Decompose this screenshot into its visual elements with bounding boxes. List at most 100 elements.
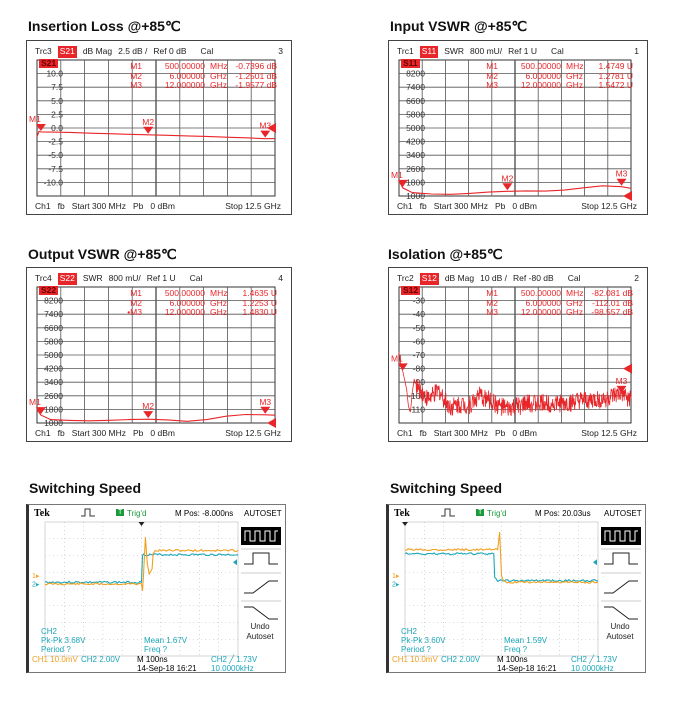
vna-header: Trc2 S12 dB Mag 10 dB / Ref -80 dB Cal 2 [397, 273, 639, 285]
marker-unit: MHz [210, 61, 228, 71]
isolation-plot: -30 -40 -50 -60 -70 -80 -90 -100 -110 M1 M3 Trc2 S… [388, 267, 648, 442]
marker-point-label: M1 [391, 353, 403, 363]
marker-freq: 500.00000 [164, 61, 205, 71]
pb-label: Pb [133, 201, 144, 211]
freq-value: Freq ? [144, 645, 168, 654]
m-position: M Pos: -8.000ns [175, 509, 234, 518]
marker-row: M3 12.000000 GHz -1.9577 dB [122, 80, 277, 91]
marker-row: M1 500.00000 MHz -82.081 dB [478, 288, 633, 299]
timebase: M 100ns [137, 655, 168, 664]
y-tick-label: 8200 [406, 69, 425, 79]
marker-label: M3 [486, 307, 498, 317]
rising-edge-option-icon[interactable] [604, 580, 638, 594]
ch2-waveform [44, 553, 239, 584]
square-wave-option-icon[interactable] [601, 527, 641, 545]
start-freq: Start 300 MHz [433, 428, 489, 438]
y-tick-label: 3400 [406, 150, 425, 160]
ch2-scale: CH2 2.00V [441, 655, 481, 664]
scope-graticule: 1▸2▸ [32, 521, 239, 657]
y-tick-label: -40 [413, 309, 426, 319]
ch1-scale: CH1 10.0mV [32, 655, 78, 664]
date-time: 14-Sep-18 16:21 [497, 664, 557, 673]
undo-autoset-button[interactable]: Undo Autoset [239, 622, 281, 642]
marker-freq: 12.000000 [164, 80, 205, 90]
y-tick-label: -50 [413, 323, 426, 333]
marker-table: M1 500.00000 MHz 1.4635 U M2 6.000000 GHz 1.22… [122, 288, 278, 318]
s-parameter: S12 [419, 273, 439, 285]
single-pulse-option-icon[interactable] [244, 552, 278, 565]
ch2-ground-marker-icon: 2▸ [32, 581, 40, 588]
power-label: 0 dBm [150, 201, 175, 211]
period-value: Period ? [401, 645, 431, 654]
marker-triangle-icon[interactable] [143, 411, 154, 419]
marker-triangle-icon[interactable] [616, 385, 627, 393]
marker-triangle-icon[interactable] [502, 183, 513, 191]
scale-label: 2.5 dB / [118, 46, 148, 56]
measurements-left: CH2 Pk-Pk 3.68V Period ? [41, 627, 85, 654]
meas-channel: CH2 [401, 627, 418, 636]
vna-footer: Ch1 fb Start 300 MHz Pb 0 dBm Stop 12.5 … [35, 428, 281, 438]
y-tick-label: -10.0 [44, 177, 64, 187]
ch1-scale: CH1 10.0mV [392, 655, 438, 664]
marker-row: M3 12.000000 GHz 1.5472 U [478, 80, 633, 91]
trace-badge: S21 [39, 58, 59, 68]
trigger-status-icon: T [116, 509, 125, 516]
marker-label: M1 [486, 288, 498, 298]
marker-row: M3 12.000000 GHz -98.557 dB [478, 307, 633, 318]
mean-value: Mean 1.67V [144, 636, 188, 645]
scale-label: 800 mU/ [470, 46, 503, 56]
trigger-position-icon [138, 522, 145, 526]
marker-value: -112.01 dB [592, 297, 633, 308]
rising-edge-option-icon[interactable] [244, 580, 278, 594]
ref-label: Ref -80 dB [513, 273, 554, 283]
marker-triangle-icon[interactable] [260, 130, 271, 138]
single-pulse-option-icon[interactable] [604, 552, 638, 565]
marker-triangle-icon[interactable] [260, 406, 271, 414]
marker-freq: 6.000000 [169, 297, 205, 308]
undo-autoset-button[interactable]: Undo Autoset [599, 622, 641, 642]
y-tick-label: -5.0 [48, 150, 63, 160]
square-wave-option-icon[interactable] [241, 527, 281, 545]
marker-triangle-icon[interactable] [397, 363, 408, 371]
marker-unit: GHz [210, 307, 227, 317]
marker-triangle-icon[interactable] [397, 179, 408, 187]
trace-number: 3 [278, 46, 283, 56]
falling-edge-option-icon[interactable] [604, 606, 638, 620]
marker-value: 1.4749 U [598, 61, 634, 71]
marker-label: M1 [486, 61, 498, 71]
marker-value: 1.4830 U [242, 307, 278, 317]
marker-triangle-icon[interactable] [143, 126, 154, 134]
marker-unit: MHz [566, 61, 584, 71]
trace-line [36, 130, 276, 140]
marker-unit: GHz [566, 70, 583, 81]
stop-freq: Stop 12.5 GHz [225, 201, 281, 211]
marker-triangle-icon[interactable] [35, 407, 46, 415]
autoset-label-2: Autoset [606, 632, 634, 641]
falling-edge-option-icon[interactable] [244, 606, 278, 620]
vna-graph: 8200 7400 6600 5800 5000 4200 3400 2600 1800 1000… [391, 59, 632, 201]
marker-freq: 12.000000 [520, 80, 561, 90]
y-tick-label: 6600 [44, 323, 63, 333]
tek-logo: Tek [394, 508, 410, 519]
power-label: 0 dBm [512, 428, 537, 438]
scope-screen-falling: 1▸ 2▸ Tek T Trig'd M Pos: 20.03us AUTOSET… [386, 504, 646, 673]
cal-label: Cal [550, 46, 564, 56]
marker-point-label: M2 [142, 117, 154, 127]
marker-row: M2 6.000000 GHz -112.01 dB [478, 297, 633, 309]
pb-label: Pb [495, 428, 506, 438]
marker-freq: 500.00000 [520, 61, 561, 71]
ch1-ground-marker-icon: 1▸ [32, 573, 40, 580]
scope-screen-rising: 1▸ 2▸ Tek T Trig'd M Pos: -8.000ns AUTOSE… [26, 504, 286, 673]
y-tick-label: 1800 [44, 404, 63, 414]
y-tick-label: 5.0 [51, 96, 63, 106]
trace-line [398, 180, 632, 195]
cal-label: Cal [567, 273, 581, 283]
marker-freq: 12.000000 [520, 307, 561, 317]
marker-value: -0.7396 dB [235, 61, 277, 71]
marker-triangle-icon[interactable] [35, 124, 46, 132]
ref-label: Ref 0 dB [153, 46, 187, 56]
reference-level-icon [267, 123, 276, 133]
power-label: 0 dBm [512, 201, 537, 211]
marker-triangle-icon[interactable] [616, 178, 627, 186]
